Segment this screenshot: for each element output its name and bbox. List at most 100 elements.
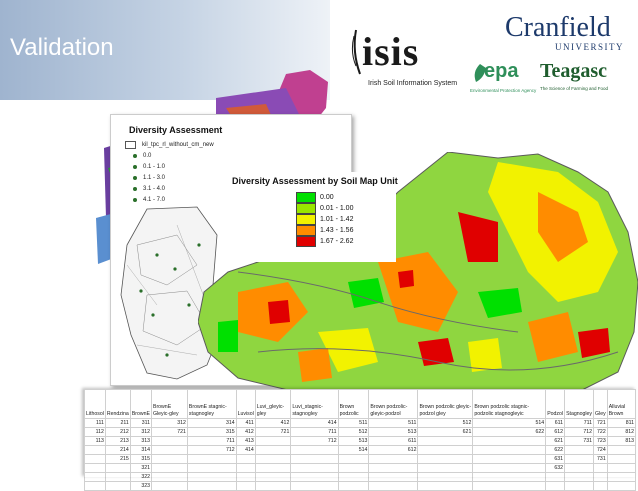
table-cell: 621 [417,427,474,437]
class-dot-icon [133,175,137,180]
table-row: 113 213 313 711 413 712 513 611 621 731 723 813 [84,436,637,446]
table-cell: 413 [235,436,256,446]
table-cell: 611 [368,436,419,446]
table-cell: 322 [129,472,152,482]
table-cell [472,454,547,464]
outline-map [120,206,224,380]
legend-swatch [296,203,316,214]
table-row: 111 211 311 312 314 411 412 414 511 511 512 514 611 7… [84,418,637,428]
table-cell [254,445,292,455]
table-cell: 414 [235,445,256,455]
table-cell [150,454,188,464]
table-cell [84,445,106,455]
table-cell: 812 [606,427,637,437]
table-cell: 632 [545,463,566,473]
legend-swatch [296,214,316,225]
table-row: 112 212 312 721 315 412 721 711 512 513 621 622 612 7… [84,427,637,437]
table-cell [368,481,419,491]
isis-logo: isis Irish Soil Information System [350,22,482,94]
table-cell: 611 [545,418,566,428]
table-cell: 711 [564,418,595,428]
table-cell: 512 [337,427,370,437]
table-cell: 511 [368,418,419,428]
table-cell: 813 [606,436,637,446]
column-header: Luvisol [235,389,256,419]
table-cell [337,463,370,473]
table-cell: 513 [337,436,370,446]
table-cell [368,463,419,473]
table-cell [564,472,595,482]
table-cell [104,463,131,473]
soil-class-table: Lithosol Rendzina BrownE BrownE Gleyic-g… [84,389,637,491]
teagasc-subtitle: The Science of Farming and Food [540,86,609,91]
table-cell: 323 [129,481,152,491]
table-cell [593,463,608,473]
table-cell [235,472,256,482]
class-label: 0.0 [143,152,152,159]
table-body: 111 211 311 312 314 411 412 414 511 511 512 514 611 7… [84,418,637,491]
table-cell [472,436,547,446]
table-cell [186,454,237,464]
table-cell [417,445,474,455]
column-header: Lithosol [84,389,106,419]
cranfield-wordmark: Cranfield [505,12,611,43]
column-header: BrownE stagnic-stagnogley [186,389,237,419]
table-cell: 411 [235,418,256,428]
teagasc-wordmark: Teagasc [540,60,608,82]
table-cell [564,463,595,473]
table-cell [150,481,188,491]
table-cell [150,472,188,482]
column-header: Luvi_stagnic-stagnogley [290,389,339,419]
cranfield-subtitle: UNIVERSITY [555,42,624,52]
table-cell: 712 [564,427,595,437]
class-dot-icon [133,164,137,169]
table-cell [564,445,595,455]
table-cell [150,463,188,473]
table-cell [84,454,106,464]
column-header: Brown podzolic [337,389,370,419]
column-header: Stagnogley [564,389,595,419]
cranfield-logo: Cranfield UNIVERSITY [505,12,635,58]
table-cell: 731 [593,454,608,464]
table-header-row: Lithosol Rendzina BrownE BrownE Gleyic-g… [84,389,637,419]
column-header: Brown podzolic stagnic-podzolic stagnogl… [472,389,547,419]
table-cell: 622 [545,445,566,455]
table-cell: 514 [472,418,547,428]
class-dot-icon [133,186,137,191]
column-header: BrownE Gleyic-gley [150,389,188,419]
table-cell [150,445,188,455]
table-cell [254,454,292,464]
layer-swatch [125,140,136,149]
table-cell: 321 [129,463,152,473]
table-cell [368,454,419,464]
table-cell: 112 [84,427,106,437]
table-cell [472,445,547,455]
table-cell [84,472,106,482]
class-label: 3.1 - 4.0 [143,185,166,192]
table-cell: 312 [129,427,152,437]
table-cell [417,481,474,491]
table-cell [564,481,595,491]
title-bar: Validation [0,0,330,100]
legend-swatch [296,236,316,247]
table-cell [545,481,566,491]
table-cell: 315 [186,427,237,437]
table-cell [417,472,474,482]
table-cell: 314 [129,445,152,455]
epa-wordmark: epa [484,60,519,82]
card-legend: kil_tpc_rl_without_cm_new 0.0 0.1 - 1.0 … [125,139,214,205]
class-dot-icon [133,197,137,202]
diversity-by-soil-map-unit-map [198,152,638,402]
table-cell [84,481,106,491]
map-legend: Diversity Assessment by Soil Map Unit 0.… [226,172,398,262]
table-cell: 721 [254,427,292,437]
table-cell [606,445,637,455]
table-cell [417,454,474,464]
table-cell: 622 [472,427,547,437]
column-header: Alluvial Brown [606,389,637,419]
table-cell: 621 [545,436,566,446]
map-title: Diversity Assessment by Soil Map Unit [232,176,398,186]
table-cell: 721 [150,427,188,437]
card-title: Diversity Assessment [129,125,223,135]
table-cell: 711 [290,427,339,437]
